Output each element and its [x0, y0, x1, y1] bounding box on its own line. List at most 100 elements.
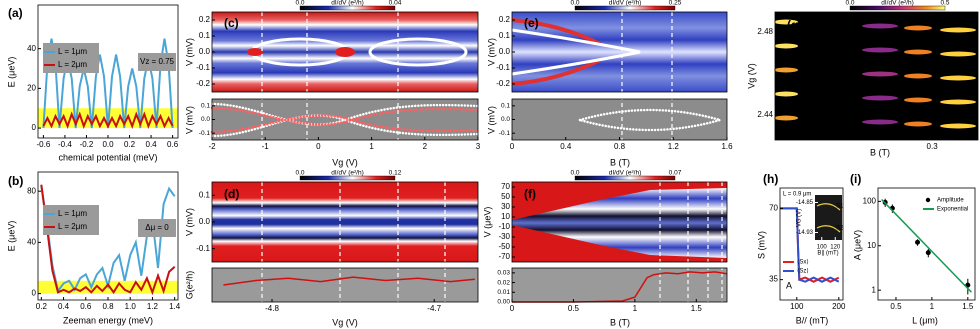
streak [862, 95, 898, 101]
colorbar-tick-label: 0.07 [669, 170, 682, 177]
y-axis-label: E (μeV) [6, 221, 16, 252]
x-axis-label: B (T) [610, 157, 630, 167]
x-tick-label: 120 [830, 245, 841, 251]
x-tick-label: 1.2 [668, 142, 680, 151]
y-tick-label: 0.0 [501, 116, 510, 123]
lower-panel [212, 268, 478, 302]
y-tick-label: 0.2 [199, 15, 211, 24]
series-line [40, 184, 176, 294]
streak [774, 91, 798, 97]
panel-label: (f) [524, 187, 536, 201]
heatmap-feature [511, 58, 601, 86]
legend-label: L = 1μm [58, 47, 87, 56]
y-axis-label: V (mV) [486, 38, 496, 66]
y-axis-label: G(e²/h) [184, 271, 194, 300]
y-tick-label: 0.1 [501, 103, 510, 110]
colorbar-title: dI/dV (e²/h) [331, 170, 364, 177]
y-axis-label: V (mV) [184, 106, 194, 134]
streak [904, 73, 932, 79]
x-tick-label: 200 [832, 302, 846, 311]
x-axis-label: Zeeman energy (meV) [63, 315, 153, 325]
x-tick-label: 1.5 [962, 302, 974, 311]
streak [904, 49, 932, 55]
x-tick-label: -4.7 [427, 304, 441, 313]
axes-frame [211, 11, 479, 93]
y-tick-label: 0.0 [199, 47, 211, 56]
y-tick-label: -0.1 [199, 130, 211, 137]
y-tick-label: -0.1 [499, 130, 511, 137]
legend-label: ⟨Sz⟩ [797, 268, 809, 275]
legend-label: L = 2μm [58, 60, 87, 69]
heatmap-feature [512, 188, 727, 258]
dotted-curve [210, 106, 480, 126]
axes-frame [37, 171, 179, 301]
y-tick-label: 0.0 [201, 116, 210, 123]
panel-label: (e) [524, 16, 539, 30]
x-tick-label: 1.5 [691, 304, 703, 313]
y-axis-label: Vg (V) [746, 63, 756, 89]
heatmap-feature [247, 48, 263, 56]
y-tick-label: 80 [27, 186, 36, 195]
inset-image [815, 195, 842, 240]
panel-label: (d) [224, 187, 239, 201]
y-tick-label: 0 [32, 123, 37, 132]
x-tick-label: 1 [930, 302, 935, 311]
x-tick-label: -0.4 [58, 140, 72, 149]
marker-label: A [786, 280, 792, 290]
series-line [42, 111, 174, 129]
y-tick-label: 70 [501, 182, 510, 191]
x-tick-label: 0.4 [146, 140, 158, 149]
lower-panel [512, 268, 727, 302]
axes-frame [211, 98, 479, 141]
legend-symbol [925, 197, 931, 203]
streak [862, 47, 898, 53]
colorbar-tick-label: 0.0 [295, 0, 304, 7]
x-axis-label: B// (mT) [796, 315, 829, 325]
inset-label: S1 [836, 204, 844, 210]
legend-label: L = 2μm [58, 222, 87, 231]
x-tick-label: 1.2 [147, 302, 159, 311]
axes-frame [37, 4, 179, 139]
x-axis-label: Vg (V) [332, 317, 358, 327]
legend-label: Exponential [937, 207, 968, 213]
y-axis-label: V (mV) [486, 106, 496, 134]
y-tick-label: 100 [863, 196, 877, 205]
y-tick-label: 40 [27, 44, 36, 53]
inset-feature [816, 203, 841, 233]
streak [904, 97, 932, 103]
x-tick-label: 1.0 [125, 302, 137, 311]
axes-frame [877, 187, 976, 301]
dashed-line [621, 12, 673, 140]
y-axis-label: V (mV) [184, 38, 194, 66]
x-tick-label: 1 [633, 304, 638, 313]
x-tick-label: -4.8 [265, 304, 279, 313]
streak [940, 75, 976, 81]
panel-label: (g) [787, 18, 802, 32]
colorbar-title: dI/dV (e²/h) [609, 170, 642, 177]
y-tick-label: 0.1 [201, 103, 210, 110]
y-axis-label: V (μeV) [482, 207, 492, 238]
x-tick-label: 0.4 [58, 302, 70, 311]
y-tick-label: 70 [769, 203, 778, 212]
legend-label: Amplitude [937, 198, 964, 204]
colorbar-tick-label: 0.5 [940, 0, 949, 7]
x-tick-label: -1 [262, 142, 270, 151]
annotation: Vz = 0.75 [140, 57, 175, 66]
colorbar [574, 175, 676, 181]
panel-label: (a) [8, 6, 23, 20]
x-tick-label: 100 [790, 302, 804, 311]
colorbar-tick-label: 0.12 [389, 170, 402, 177]
streak [774, 67, 798, 73]
heatmap-image [212, 182, 478, 262]
y-tick-label: -14.85 [796, 200, 814, 206]
streak [774, 115, 798, 121]
y-tick-label: 35 [769, 275, 778, 284]
y-tick-label: 0.03 [497, 270, 510, 277]
x-tick-label: 1 [369, 142, 374, 151]
data-point [925, 250, 931, 256]
x-tick-label: 0.8 [102, 302, 114, 311]
y-tick-label: -0.2 [496, 79, 510, 88]
dotted-curve [578, 108, 725, 132]
data-point [915, 239, 921, 245]
